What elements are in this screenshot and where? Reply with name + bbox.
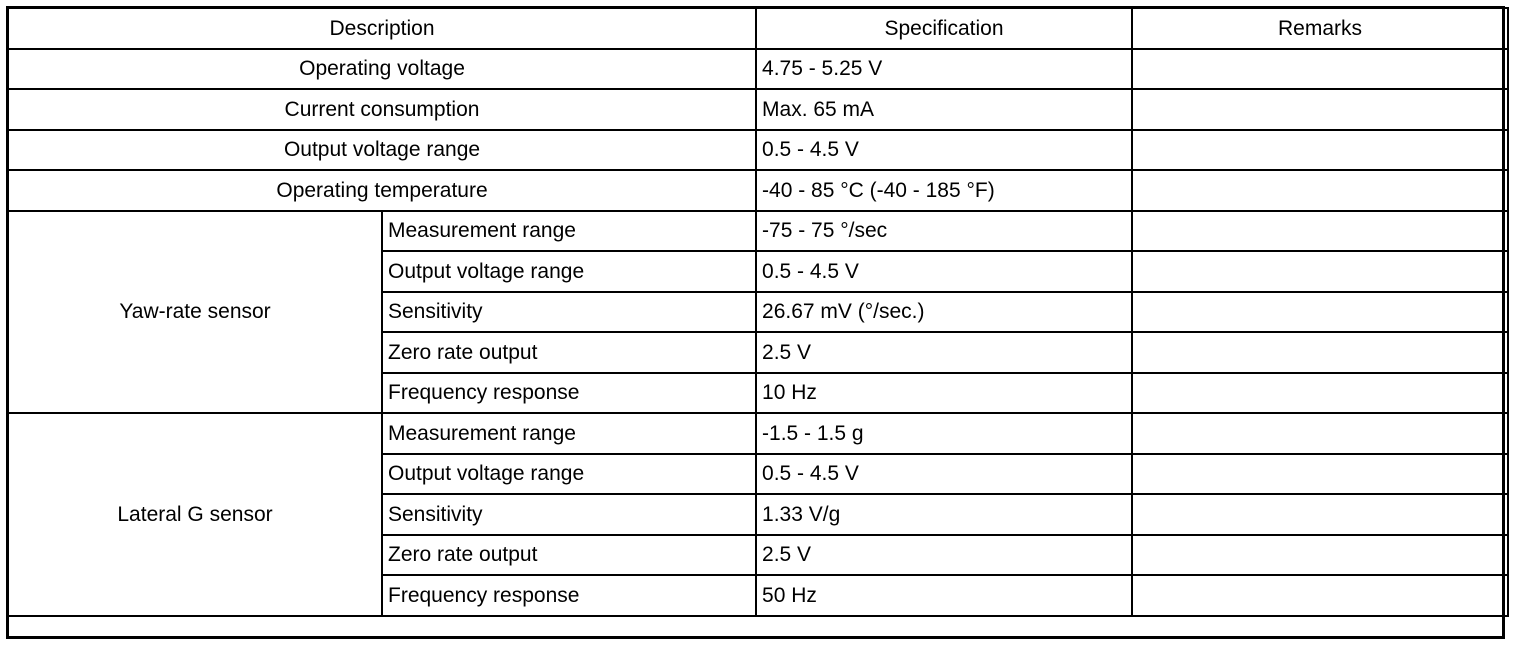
row-item: Frequency response <box>380 371 758 414</box>
row-description: Current consumption <box>6 88 758 131</box>
group-label-yaw-rate-sensor: Yaw-rate sensor <box>7 209 383 414</box>
row-remarks <box>1131 209 1510 252</box>
row-specification: Max. 65 mA <box>755 88 1134 131</box>
row-specification: 10 Hz <box>755 371 1134 414</box>
table-row: Current consumption Max. 65 mA <box>6 88 1510 131</box>
row-specification: 2.5 V <box>755 331 1134 374</box>
row-item: Zero rate output <box>380 533 758 576</box>
row-remarks <box>1131 88 1510 131</box>
row-specification: -1.5 - 1.5 g <box>755 412 1134 455</box>
row-item: Frequency response <box>380 574 758 617</box>
row-item: Sensitivity <box>380 493 758 536</box>
row-description: Operating voltage <box>6 47 758 90</box>
row-specification: 0.5 - 4.5 V <box>755 128 1134 171</box>
row-specification: 0.5 - 4.5 V <box>755 452 1134 495</box>
row-remarks <box>1131 533 1510 576</box>
table-row: Zero rate output 2.5 V <box>8 533 1510 576</box>
spec-table: Description Specification Remarks Operat… <box>6 7 1510 617</box>
header-specification: Specification <box>755 7 1134 50</box>
row-specification: -40 - 85 °C (-40 - 185 °F) <box>755 169 1134 212</box>
row-item: Output voltage range <box>380 452 758 495</box>
header-description: Description <box>6 7 758 50</box>
header-remarks: Remarks <box>1131 7 1510 50</box>
table-row: Operating temperature -40 - 85 °C (-40 -… <box>6 169 1510 212</box>
row-remarks <box>1131 452 1510 495</box>
row-remarks <box>1131 290 1510 333</box>
row-specification: 26.67 mV (°/sec.) <box>755 290 1134 333</box>
row-item: Measurement range <box>380 412 758 455</box>
row-item: Sensitivity <box>380 290 758 333</box>
row-item: Output voltage range <box>380 250 758 293</box>
row-specification: 4.75 - 5.25 V <box>755 47 1134 90</box>
row-specification: 2.5 V <box>755 533 1134 576</box>
row-description: Output voltage range <box>6 128 758 171</box>
row-remarks <box>1131 250 1510 293</box>
row-remarks <box>1131 47 1510 90</box>
row-specification: 0.5 - 4.5 V <box>755 250 1134 293</box>
table-row: Frequency response 50 Hz <box>8 574 1510 617</box>
header-row: Description Specification Remarks <box>6 7 1510 50</box>
table-row: Yaw-rate sensor Measurement range -75 - … <box>7 209 1510 414</box>
group-label-lateral-g-sensor: Lateral G sensor <box>7 412 383 617</box>
table-row: Zero rate output 2.5 V <box>8 331 1510 374</box>
table-row: Operating voltage 4.75 - 5.25 V <box>6 47 1510 90</box>
table-row: Frequency response 10 Hz <box>8 371 1510 414</box>
row-remarks <box>1131 128 1510 171</box>
row-remarks <box>1131 412 1510 455</box>
table-row: Output voltage range 0.5 - 4.5 V <box>8 250 1510 293</box>
row-specification: 1.33 V/g <box>755 493 1134 536</box>
row-specification: 50 Hz <box>755 574 1134 617</box>
row-description: Operating temperature <box>6 169 758 212</box>
table-row: Sensitivity 1.33 V/g <box>8 493 1510 536</box>
row-specification: -75 - 75 °/sec <box>755 209 1134 252</box>
table-row: Output voltage range 0.5 - 4.5 V <box>8 452 1510 495</box>
table-row: Lateral G sensor Measurement range -1.5 … <box>7 412 1510 617</box>
row-remarks <box>1131 371 1510 414</box>
table-row: Sensitivity 26.67 mV (°/sec.) <box>8 290 1510 333</box>
row-remarks <box>1131 331 1510 374</box>
row-remarks <box>1131 169 1510 212</box>
row-remarks <box>1131 493 1510 536</box>
row-item: Zero rate output <box>380 331 758 374</box>
row-item: Measurement range <box>380 209 758 252</box>
table-row: Output voltage range 0.5 - 4.5 V <box>6 128 1510 171</box>
row-remarks <box>1131 574 1510 617</box>
